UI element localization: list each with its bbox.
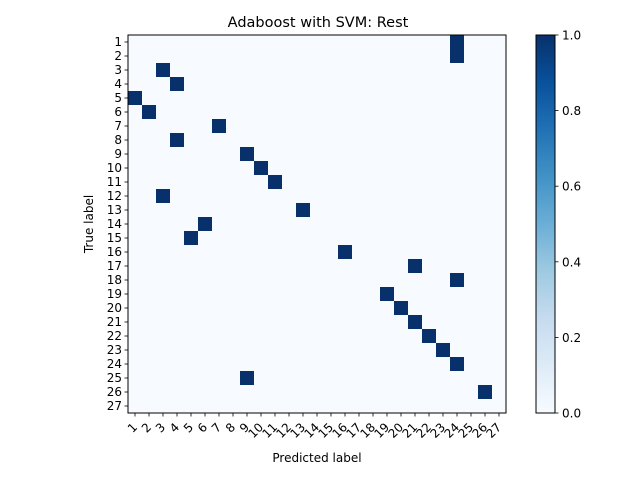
x-tick-label: 5 <box>181 420 196 435</box>
colorbar <box>535 34 556 414</box>
heatmap-cell <box>408 315 422 329</box>
x-tick-label: 4 <box>167 420 182 435</box>
y-axis-label: True label <box>82 195 96 254</box>
heatmap-cell <box>450 273 464 287</box>
heatmap-cell <box>128 91 142 105</box>
heatmap-cell <box>394 301 408 315</box>
colorbar-tick-label: 0.6 <box>562 180 581 194</box>
colorbar-tick-label: 1.0 <box>562 29 581 43</box>
x-tick-label: 1 <box>125 420 140 435</box>
heatmap-cell <box>198 217 212 231</box>
y-tick-label: 12 <box>107 189 122 203</box>
y-tick-label: 26 <box>107 385 122 399</box>
heatmap-cell <box>450 35 464 49</box>
y-tick-label: 18 <box>107 273 122 287</box>
x-tick-label: 7 <box>209 420 224 435</box>
y-tick-label: 25 <box>107 371 122 385</box>
y-tick-label: 15 <box>107 231 122 245</box>
y-tick-label: 10 <box>107 161 122 175</box>
heatmap-cell <box>478 385 492 399</box>
y-tick-label: 14 <box>107 217 122 231</box>
y-tick-label: 4 <box>114 77 122 91</box>
y-tick-label: 2 <box>114 49 122 63</box>
colorbar-tick-label: 0.4 <box>562 255 581 269</box>
heatmap-cell <box>436 343 450 357</box>
y-tick-label: 23 <box>107 343 122 357</box>
y-tick-label: 1 <box>114 35 122 49</box>
heatmap-cells <box>128 35 492 399</box>
heatmap-cell <box>450 357 464 371</box>
heatmap-cell <box>296 203 310 217</box>
x-axis: 1234567891011121314151617181920212223242… <box>125 413 504 441</box>
y-tick-label: 19 <box>107 287 122 301</box>
heatmap-cell <box>268 175 282 189</box>
heatmap-cell <box>170 77 184 91</box>
heatmap-cell <box>156 189 170 203</box>
colorbar-tick-label: 0.0 <box>562 407 581 421</box>
heatmap-cell <box>170 133 184 147</box>
y-tick-label: 7 <box>114 119 122 133</box>
y-axis: 1234567891011121314151617181920212223242… <box>107 35 128 413</box>
heatmap-cell <box>240 371 254 385</box>
x-tick-label: 8 <box>223 420 238 435</box>
heatmap-cell <box>338 245 352 259</box>
y-tick-label: 17 <box>107 259 122 273</box>
y-tick-label: 6 <box>114 105 122 119</box>
x-tick-label: 2 <box>139 420 154 435</box>
heatmap-cell <box>408 259 422 273</box>
heatmap-cell <box>142 105 156 119</box>
x-axis-label: Predicted label <box>272 451 361 465</box>
colorbar-tick-label: 0.8 <box>562 104 581 118</box>
x-tick-label: 27 <box>483 420 504 441</box>
heatmap-cell <box>240 147 254 161</box>
heatmap-cell <box>156 63 170 77</box>
x-tick-label: 3 <box>153 420 168 435</box>
y-tick-label: 24 <box>107 357 122 371</box>
colorbar-tick-label: 0.2 <box>562 331 581 345</box>
heatmap-cell <box>212 119 226 133</box>
heatmap-cell <box>422 329 436 343</box>
y-tick-label: 5 <box>114 91 122 105</box>
colorbar-axis: 0.0 0.2 0.4 0.6 0.8 1.0 <box>555 29 581 421</box>
heatmap-cell <box>380 287 394 301</box>
y-tick-label: 3 <box>114 63 122 77</box>
y-tick-label: 21 <box>107 315 122 329</box>
y-tick-label: 27 <box>107 399 122 413</box>
y-tick-label: 16 <box>107 245 122 259</box>
y-tick-label: 22 <box>107 329 122 343</box>
y-tick-label: 9 <box>114 147 122 161</box>
y-tick-label: 8 <box>114 133 122 147</box>
chart-title: Adaboost with SVM: Rest <box>228 15 409 31</box>
y-tick-label: 13 <box>107 203 122 217</box>
heatmap-cell <box>184 231 198 245</box>
x-tick-label: 6 <box>195 420 210 435</box>
heatmap-cell <box>450 49 464 63</box>
y-tick-label: 11 <box>107 175 122 189</box>
heatmap-cell <box>254 161 268 175</box>
y-tick-label: 20 <box>107 301 122 315</box>
